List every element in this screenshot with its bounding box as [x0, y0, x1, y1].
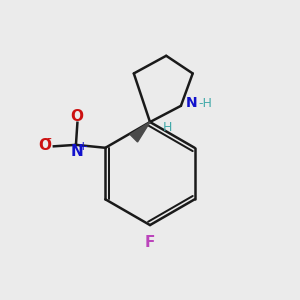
Text: N: N: [186, 97, 198, 110]
Text: N: N: [71, 144, 83, 159]
Text: -H: -H: [198, 97, 212, 110]
Text: H: H: [162, 121, 172, 134]
Text: O: O: [38, 138, 52, 153]
Text: +: +: [78, 140, 88, 153]
Text: F: F: [145, 235, 155, 250]
Text: -: -: [46, 133, 51, 147]
Polygon shape: [130, 122, 150, 142]
Text: O: O: [70, 110, 83, 124]
